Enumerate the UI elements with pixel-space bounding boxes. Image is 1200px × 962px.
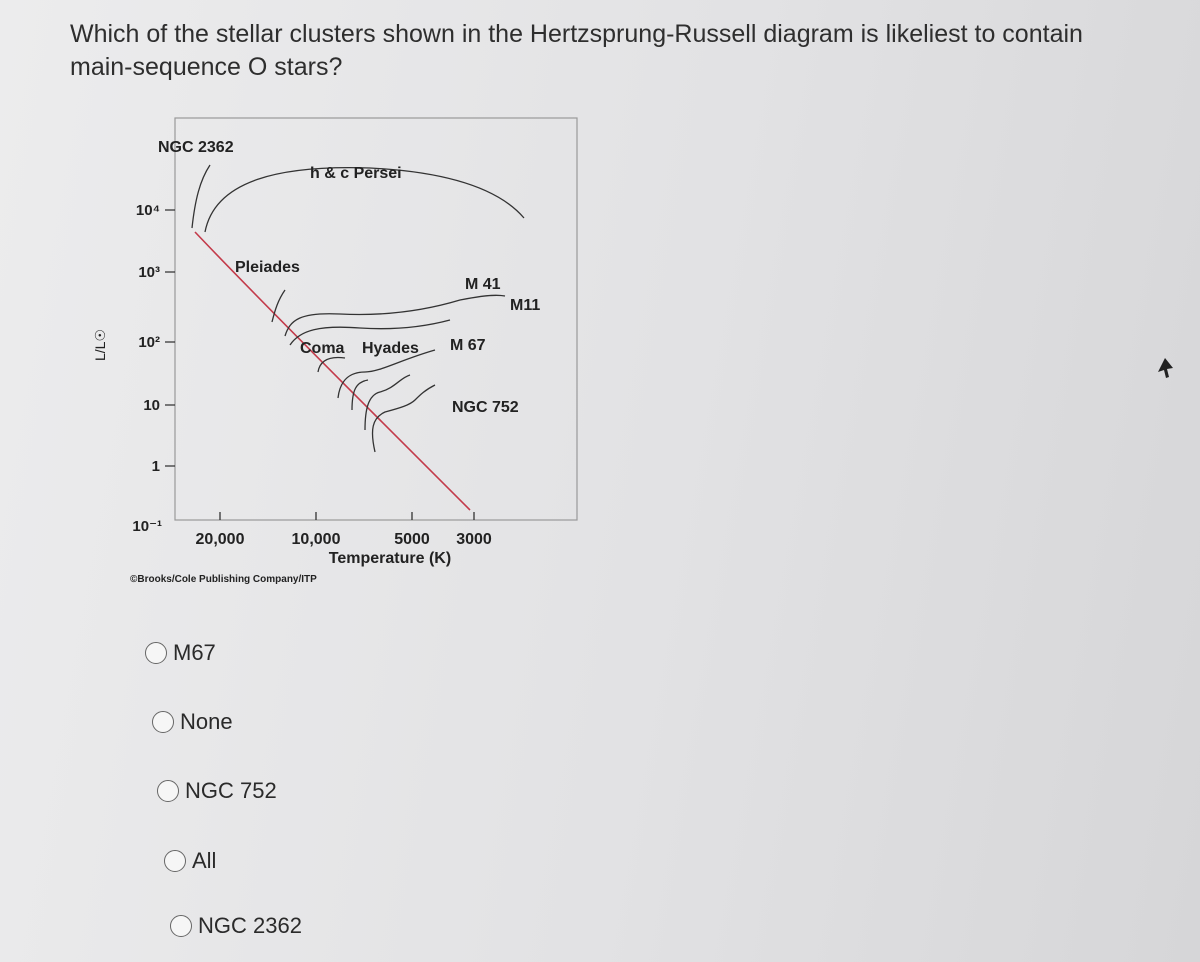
cluster-curves — [165, 164, 525, 520]
option-label[interactable]: NGC 752 — [185, 778, 277, 803]
y-tick-label: 10² — [138, 334, 160, 351]
cluster-label: NGC 2362 — [158, 139, 234, 156]
option-label[interactable]: All — [192, 848, 217, 873]
radio-button[interactable] — [157, 780, 179, 802]
main-sequence — [194, 231, 471, 511]
answer-option[interactable]: None — [152, 709, 233, 735]
answer-option[interactable]: NGC 752 — [157, 778, 277, 804]
radio-button[interactable] — [170, 915, 192, 937]
cluster-label: Coma — [300, 340, 345, 357]
y-axis-label: L/L☉ — [92, 329, 108, 361]
x-tick-label: 20,000 — [196, 531, 245, 548]
cluster-label: M 67 — [450, 337, 486, 354]
y-tick-label: 10⁴ — [136, 202, 160, 219]
answer-option[interactable]: NGC 2362 — [170, 913, 302, 939]
y-tick-label: 10 — [143, 397, 160, 414]
question-text: Which of the stellar clusters shown in t… — [70, 20, 1083, 81]
credit: ©Brooks/Cole Publishing Company/ITP — [130, 574, 317, 585]
y-tick-label: 10³ — [138, 264, 160, 281]
radio-button[interactable] — [152, 711, 174, 733]
x-tick-label: 3000 — [456, 531, 492, 548]
x-tick-label: 10,000 — [292, 531, 341, 548]
option-label[interactable]: None — [180, 709, 233, 734]
option-label[interactable]: M67 — [173, 640, 216, 665]
cluster-label: Hyades — [362, 340, 419, 357]
answer-option[interactable]: All — [164, 848, 216, 874]
cluster-label: NGC 752 — [452, 399, 519, 416]
y-tick-label: 1 — [152, 458, 160, 475]
y-tick-label: 10⁻¹ — [132, 518, 162, 535]
x-tick-label: 5000 — [394, 531, 430, 548]
plot-frame — [174, 117, 578, 521]
cluster-label: M 41 — [465, 276, 501, 293]
option-label[interactable]: NGC 2362 — [198, 913, 302, 938]
radio-button[interactable] — [164, 850, 186, 872]
cluster-label: Pleiades — [235, 259, 300, 276]
cluster-label: M11 — [510, 297, 540, 314]
cluster-label: h & c Persei — [310, 165, 402, 182]
cursor — [1158, 358, 1173, 378]
radio-button[interactable] — [145, 642, 167, 664]
x-axis-label: Temperature (K) — [329, 550, 451, 567]
answer-option[interactable]: M67 — [145, 640, 216, 666]
